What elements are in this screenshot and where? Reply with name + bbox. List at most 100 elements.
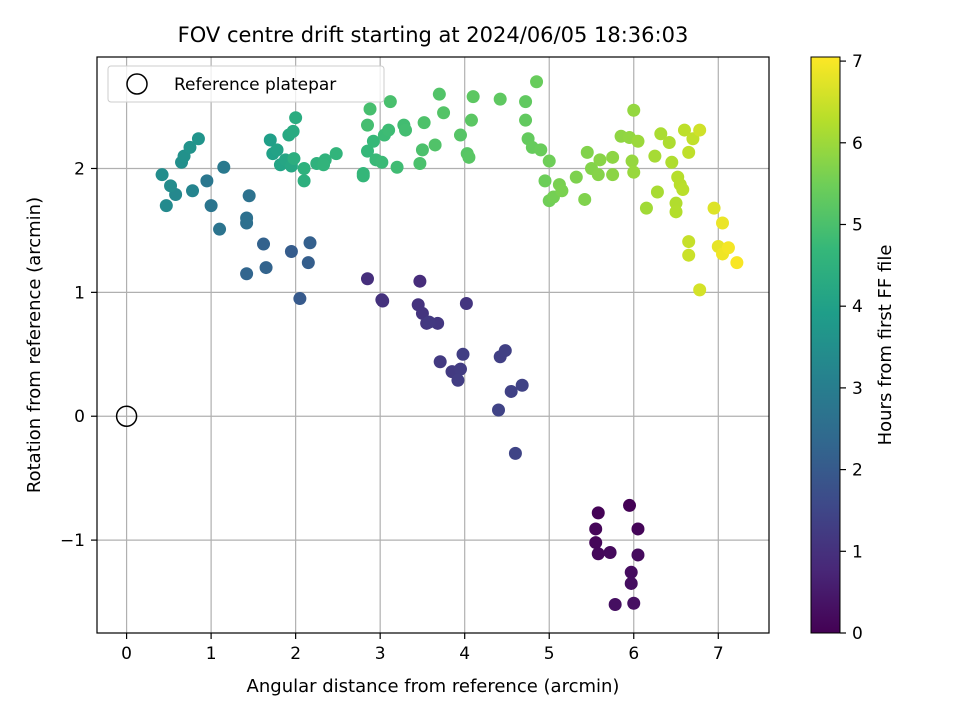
- x-tick-label: 3: [375, 644, 386, 664]
- data-point: [287, 152, 301, 166]
- data-point: [297, 161, 311, 175]
- data-point: [183, 140, 197, 154]
- data-point: [317, 158, 331, 172]
- data-point: [360, 118, 374, 132]
- legend: Reference platepar: [107, 65, 385, 103]
- data-point: [534, 143, 548, 157]
- colorbar-frame: [810, 56, 841, 634]
- data-point: [433, 355, 447, 369]
- data-point: [428, 138, 442, 152]
- data-point: [459, 297, 473, 311]
- x-tick-label: 1: [206, 644, 217, 664]
- data-point: [530, 75, 544, 89]
- data-point: [270, 143, 284, 157]
- data-point: [200, 174, 214, 188]
- data-point: [498, 344, 512, 358]
- colorbar-ticks: 0 1 2 3 4 5 6 7: [840, 52, 863, 644]
- data-point: [580, 145, 594, 159]
- data-point: [707, 201, 721, 215]
- plot-frame: [96, 56, 770, 634]
- y-tick-label: −1: [60, 531, 85, 551]
- x-tick-label: 4: [459, 644, 470, 664]
- data-point: [593, 153, 607, 167]
- data-point: [329, 147, 343, 161]
- data-point: [415, 143, 429, 157]
- data-point: [682, 248, 696, 262]
- data-point: [413, 157, 427, 171]
- data-point: [257, 237, 271, 251]
- data-point: [382, 123, 396, 137]
- data-point: [399, 123, 413, 137]
- data-point: [515, 378, 529, 392]
- colorbar-tick-label: 1: [852, 542, 863, 562]
- data-point: [648, 149, 662, 163]
- data-point: [464, 113, 478, 127]
- data-point: [217, 160, 231, 174]
- data-point: [627, 596, 641, 610]
- data-point: [360, 144, 374, 158]
- colorbar-tick-label: 0: [852, 624, 863, 644]
- data-point: [639, 201, 653, 215]
- data-point: [286, 124, 300, 138]
- colorbar-tick-label: 7: [852, 52, 863, 72]
- data-point: [259, 261, 273, 275]
- data-point: [493, 92, 507, 106]
- data-point: [453, 128, 467, 142]
- data-point: [519, 95, 533, 109]
- data-point: [730, 256, 744, 270]
- data-point: [360, 272, 374, 286]
- y-axis-ticks: −1 0 1 2: [60, 159, 97, 551]
- data-point: [437, 106, 451, 120]
- colorbar-label: Hours from first FF file: [875, 245, 896, 446]
- colorbar: 0 1 2 3 4 5 6 7 Hours from first FF file: [810, 52, 896, 644]
- chart-title: FOV centre drift starting at 2024/06/05 …: [178, 23, 689, 47]
- data-point: [297, 174, 311, 188]
- colorbar-tick-label: 6: [852, 134, 863, 154]
- data-point: [456, 347, 470, 361]
- data-point: [631, 134, 645, 148]
- data-point: [303, 236, 317, 250]
- data-point: [654, 127, 668, 141]
- data-point: [508, 446, 522, 460]
- data-point: [155, 168, 169, 182]
- y-tick-label: 2: [74, 159, 85, 179]
- data-point: [263, 133, 277, 147]
- data-point: [363, 102, 377, 116]
- data-point: [422, 315, 436, 329]
- data-point: [289, 111, 303, 125]
- x-axis-ticks: 0 1 2 3 4 5 6 7: [121, 633, 724, 664]
- data-point: [164, 179, 178, 193]
- data-point: [693, 283, 707, 297]
- data-point: [417, 116, 431, 130]
- data-point: [669, 205, 683, 219]
- data-point: [623, 498, 637, 512]
- data-point: [186, 184, 200, 198]
- data-point: [466, 90, 480, 104]
- data-point: [589, 536, 603, 550]
- colorbar-tick-label: 2: [852, 461, 863, 481]
- data-point: [383, 95, 397, 109]
- x-tick-label: 7: [713, 644, 724, 664]
- data-point: [625, 154, 639, 168]
- data-point: [213, 222, 227, 236]
- data-point: [578, 192, 592, 206]
- data-point: [356, 169, 370, 183]
- data-point: [390, 160, 404, 174]
- x-tick-label: 5: [544, 644, 555, 664]
- colorbar-tick-label: 5: [852, 215, 863, 235]
- data-point: [159, 199, 173, 213]
- x-tick-label: 2: [290, 644, 301, 664]
- data-point: [376, 294, 390, 308]
- data-point: [677, 123, 691, 137]
- data-point: [284, 244, 298, 258]
- legend-label-reference: Reference platepar: [174, 75, 336, 95]
- data-point: [432, 87, 446, 101]
- data-point: [627, 165, 641, 179]
- data-point: [676, 183, 690, 197]
- data-points: [155, 75, 744, 612]
- data-point: [606, 168, 620, 182]
- data-point: [301, 256, 315, 270]
- data-point: [413, 274, 427, 288]
- data-point: [240, 211, 254, 225]
